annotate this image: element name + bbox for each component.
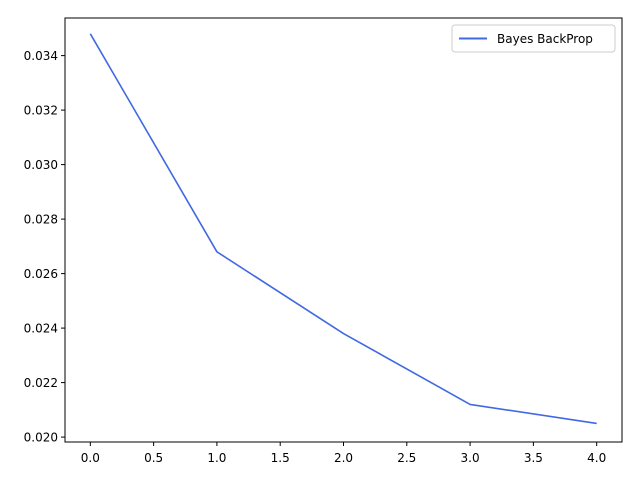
y-axis-ticks: 0.020 0.022 0.024 0.026 0.028 0.030 0.032 0.034 [24,49,65,445]
x-axis-ticks: 0.0 0.5 1.0 1.5 2.0 2.5 3.0 3.5 4.0 [81,442,606,465]
y-tick-label: 0.034 [24,49,58,63]
x-tick-label: 3.5 [524,451,543,465]
y-tick-label: 0.022 [24,376,58,390]
y-tick-label: 0.032 [24,104,58,118]
x-tick-label: 1.5 [271,451,290,465]
x-tick-label: 0.5 [144,451,163,465]
x-tick-label: 3.0 [461,451,480,465]
y-tick-label: 0.026 [24,267,58,281]
legend-box [451,24,616,53]
series-line-bayes-backprop [89,33,597,425]
x-tick-label: 1.0 [207,451,226,465]
y-tick-label: 0.024 [24,322,58,336]
series-layer [89,33,597,425]
x-tick-label: 2.0 [334,451,353,465]
x-tick-label: 4.0 [587,451,606,465]
x-tick-label: 0.0 [81,451,100,465]
y-tick-label: 0.020 [24,431,58,445]
x-tick-label: 2.5 [397,451,416,465]
y-tick-label: 0.028 [24,213,58,227]
y-tick-label: 0.030 [24,158,58,172]
plot-area-frame [64,17,623,443]
legend: Bayes BackProp [451,24,616,53]
legend-label-bayes-backprop: Bayes BackProp [497,32,593,46]
